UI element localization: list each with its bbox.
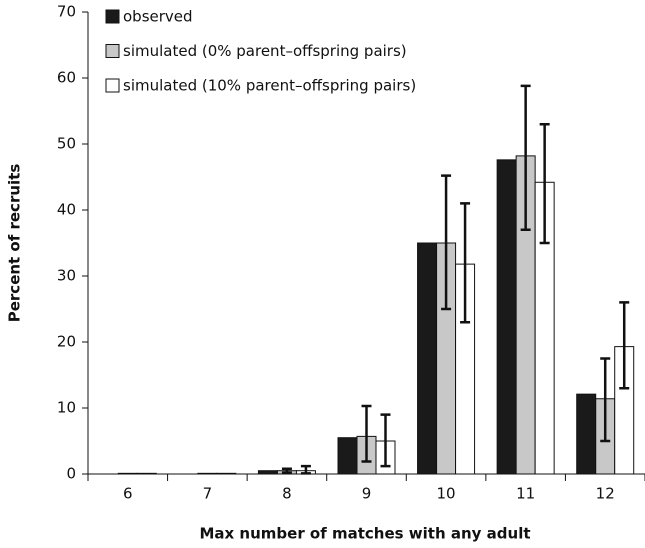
legend-swatch [105,78,120,93]
y-tick-label: 20 [57,333,76,351]
error-bar [520,84,531,232]
legend-label: simulated (0% parent–offspring pairs) [123,42,407,60]
y-tick-label: 60 [57,69,76,87]
error-bar [300,464,311,475]
error-bar [281,467,292,474]
error-bar [361,404,372,463]
y-tick-label: 10 [57,399,76,417]
y-tick-label: 50 [57,135,76,153]
bar [576,393,597,475]
bar [197,472,218,475]
y-tick-label: 40 [57,201,76,219]
bar [257,470,278,475]
bar [496,159,517,475]
legend-label: simulated (10% parent–offspring pairs) [123,77,416,95]
bar [216,472,237,475]
bar [117,472,138,475]
legend-swatch [105,44,120,58]
legend-swatch [105,9,120,24]
x-tick-label: 9 [362,485,372,503]
x-tick-label: 12 [596,485,615,503]
error-bar [441,174,452,311]
x-tick-label: 11 [516,485,535,503]
x-tick-label: 6 [123,485,133,503]
x-axis-title: Max number of matches with any adult [199,525,530,543]
x-tick-label: 10 [437,485,456,503]
error-bar [600,357,611,443]
bar [417,242,438,475]
error-bar [460,202,471,324]
bar [136,472,157,475]
y-tick-label: 70 [57,3,76,21]
y-axis-title: Percent of recruits [6,164,24,323]
x-tick-label: 8 [282,485,292,503]
error-bar [380,413,391,468]
y-tick-label: 0 [66,465,76,483]
bar [337,437,358,475]
error-bar [539,122,550,245]
legend-label: observed [123,8,193,26]
error-bar [619,301,630,390]
y-tick-label: 30 [57,267,76,285]
x-tick-label: 7 [203,485,213,503]
